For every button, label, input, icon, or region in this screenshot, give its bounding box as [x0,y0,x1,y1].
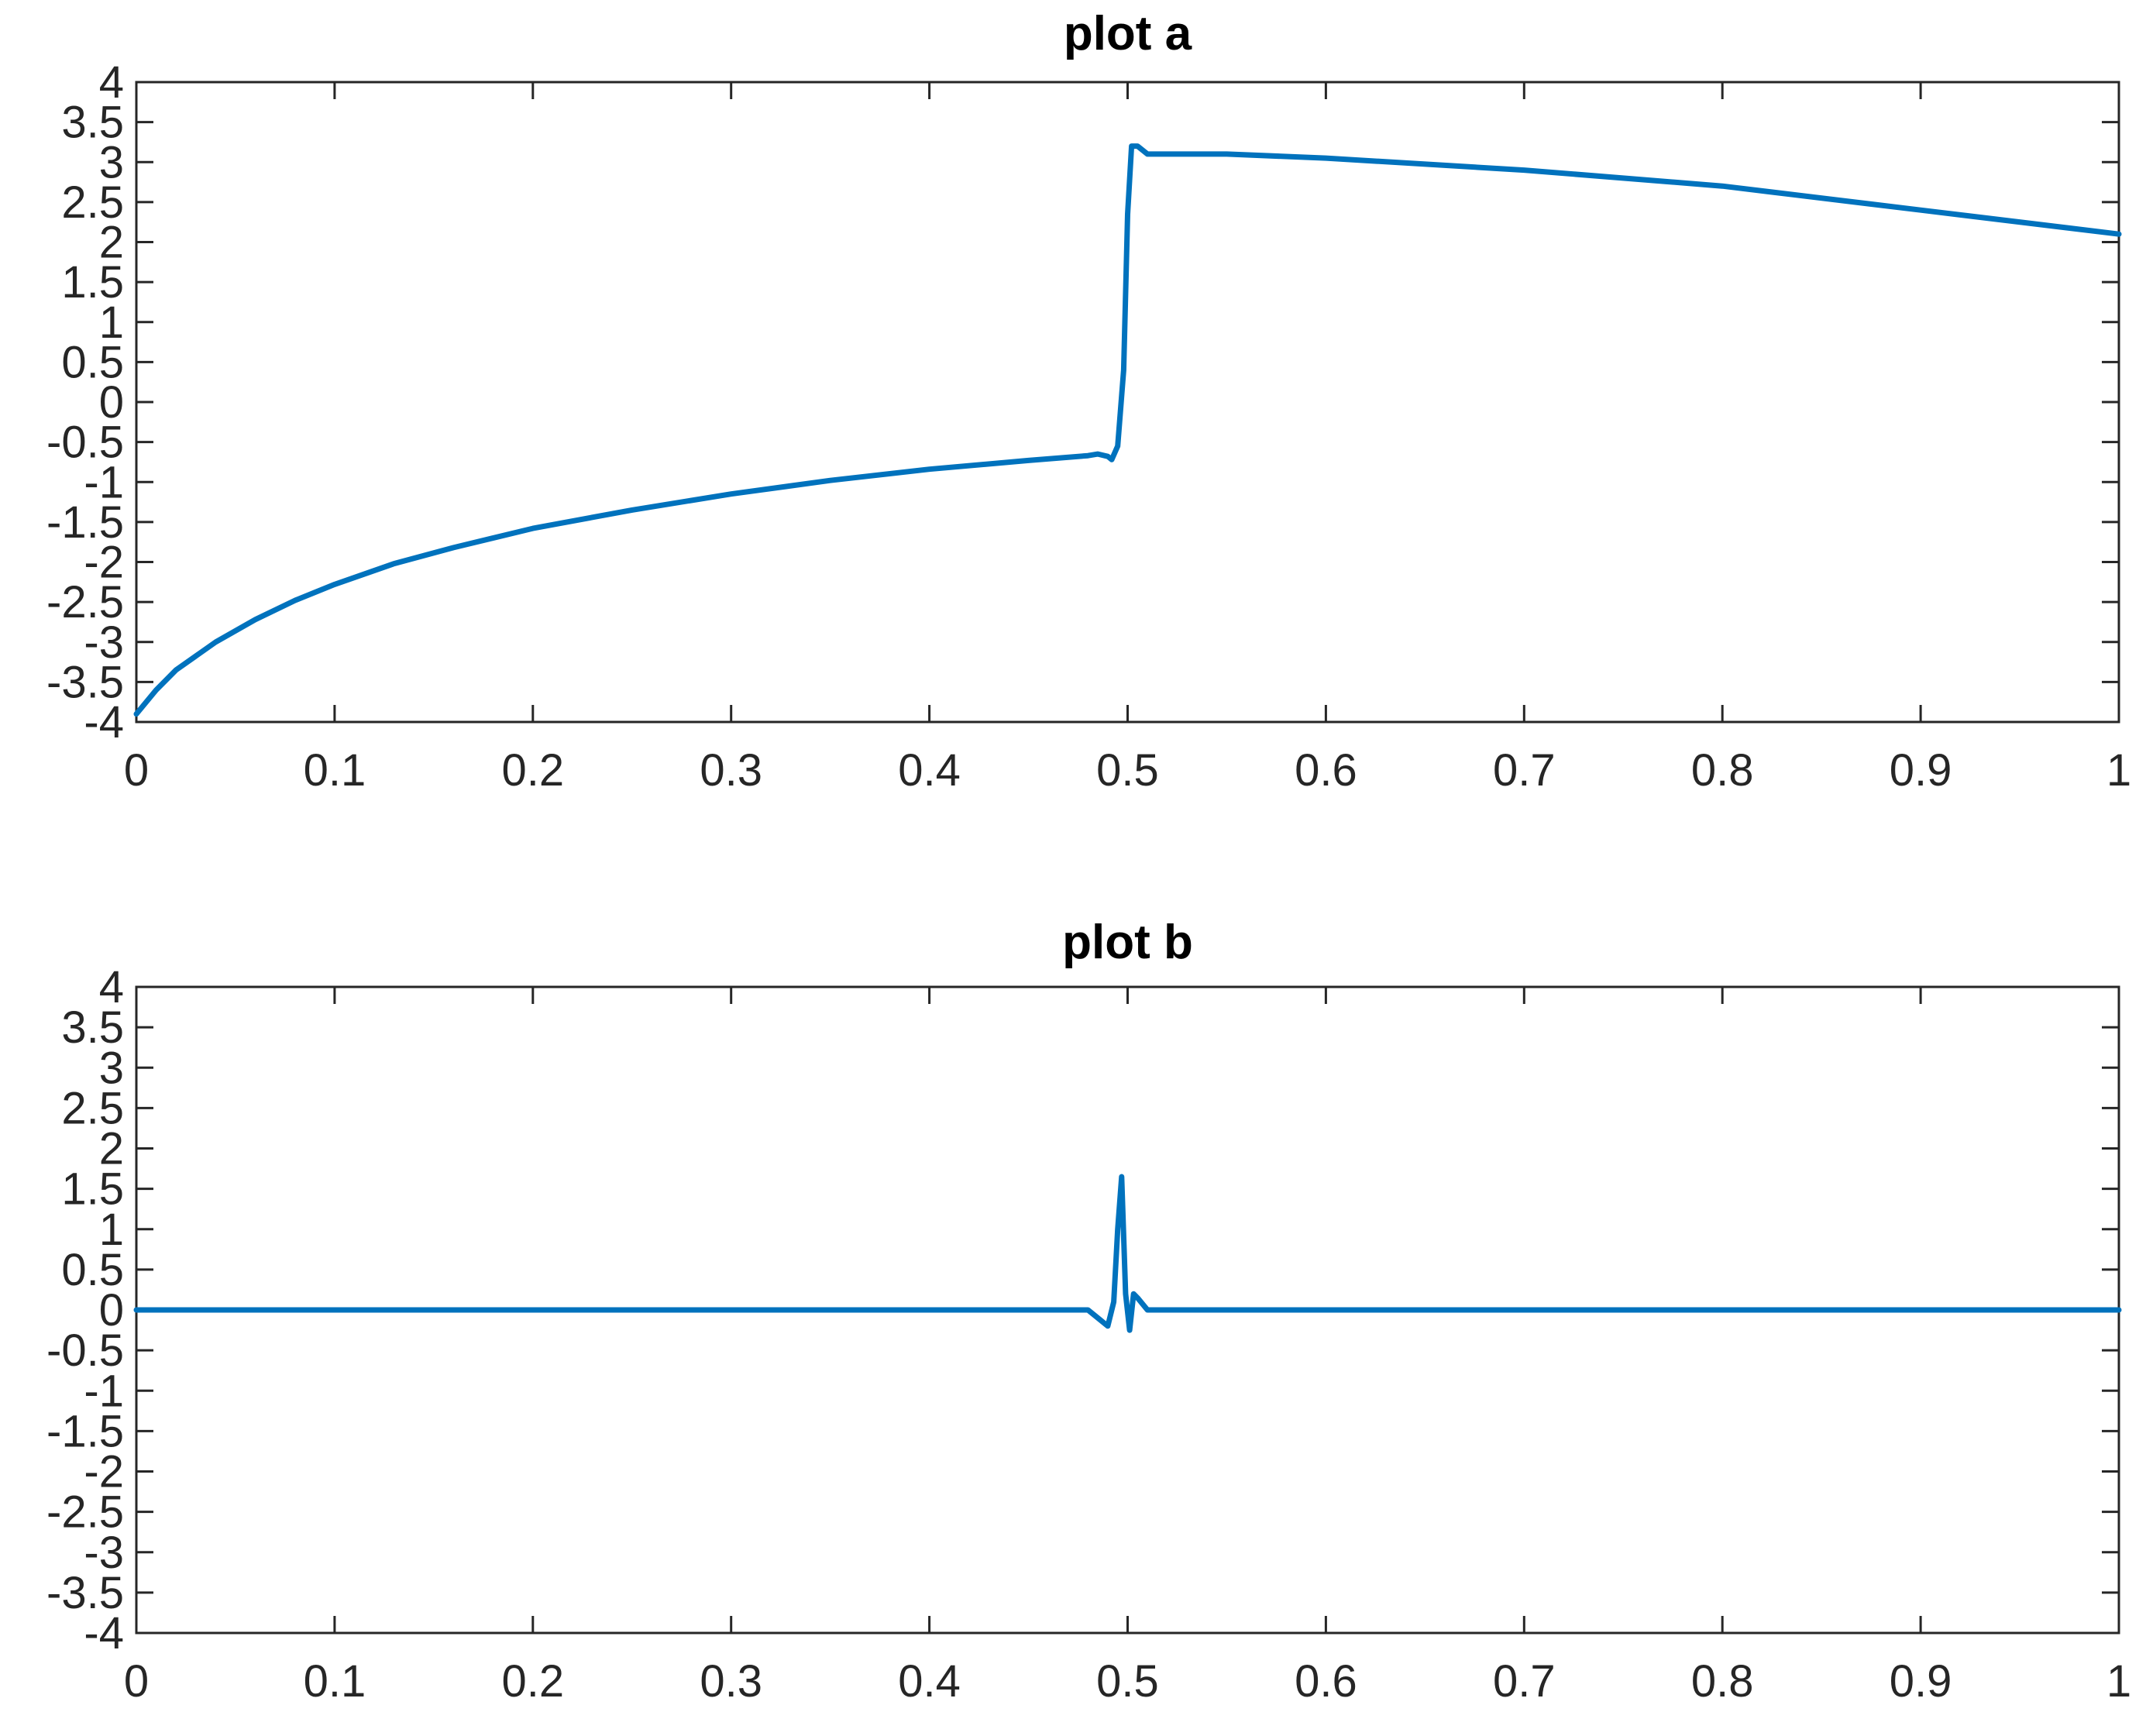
x-tick-label: 0.7 [1493,745,1556,796]
y-tick-label: 2.5 [61,1083,124,1133]
y-tick-label: -2.5 [46,1487,124,1538]
y-tick-label: -2 [84,1447,124,1497]
y-tick-label: 0 [99,1285,124,1336]
y-tick-label: -0.5 [46,418,124,468]
y-tick-label: -4 [84,1608,124,1659]
y-tick-label: -1.5 [46,497,124,548]
y-tick-label: 0.5 [61,337,124,387]
x-tick-label: 1 [2106,1656,2131,1707]
y-tick-label: 1.5 [61,257,124,308]
y-tick-label: 2 [99,1124,124,1174]
y-tick-label: -3.5 [46,1568,124,1618]
subplot-a: plot a 0 0.1 0.2 0.3 0.4 0.5 0.6 0.7 0.8 0.9 1 -4-3.… [46,7,2131,796]
x-tick-label: 0 [124,745,149,796]
y-tick-label: -1.5 [46,1406,124,1456]
x-tick-label: 0.6 [1295,1656,1357,1707]
y-tick-label: -2.5 [46,577,124,627]
series-line [133,1174,2122,1333]
y-tick-label: -1 [84,1366,124,1416]
y-tick-label: 3 [99,137,124,187]
x-tick-label: 0.5 [1096,745,1159,796]
y-tick-label: -0.5 [46,1325,124,1376]
x-tick-label: 0.5 [1096,1656,1159,1707]
x-tick-label: 1 [2106,745,2131,796]
y-tick-label: -4 [84,697,124,748]
y-tick-label: -3 [84,1528,124,1578]
y-tick-label: 2 [99,218,124,268]
x-tick-label: 0.6 [1295,745,1357,796]
x-tick-label: 0.3 [700,1656,762,1707]
chart-title: plot a [1064,7,1192,60]
y-tick-label: 1.5 [61,1164,124,1215]
y-tick-label: 3.5 [61,98,124,148]
x-tick-label: 0.1 [304,1656,366,1707]
y-tick-label: 1 [99,297,124,348]
subplot-b: plot b 0 0.1 0.2 0.3 0.4 0.5 0.6 0.7 0.8 0.9 1 -4-3.… [46,916,2131,1707]
x-tick-label: 0.1 [304,745,366,796]
chart-title: plot b [1062,916,1193,969]
x-tick-label: 0.8 [1691,745,1754,796]
x-tick-label: 0.4 [898,1656,961,1707]
y-tick-label: 0.5 [61,1245,124,1295]
x-tick-label: 0 [124,1656,149,1707]
series-line [133,143,2122,717]
x-tick-label: 0.2 [501,1656,564,1707]
y-tick-label: -3 [84,617,124,668]
y-tick-label: 4 [99,57,124,108]
x-tick-label: 0.9 [1890,1656,1952,1707]
x-tick-label: 0.9 [1890,745,1952,796]
y-tick-label: 4 [99,962,124,1012]
y-tick-label: -1 [84,457,124,507]
x-tick-label: 0.8 [1691,1656,1754,1707]
x-tick-label: 0.2 [501,745,564,796]
x-tick-label: 0.3 [700,745,762,796]
x-tick-label: 0.7 [1493,1656,1556,1707]
y-tick-label: 2.5 [61,177,124,228]
y-tick-label: 3 [99,1043,124,1093]
y-tick-label: 0 [99,377,124,428]
y-tick-label: 1 [99,1205,124,1255]
x-tick-label: 0.4 [898,745,961,796]
y-tick-label: -2 [84,538,124,588]
y-tick-label: -3.5 [46,657,124,707]
y-tick-label: 3.5 [61,1002,124,1053]
